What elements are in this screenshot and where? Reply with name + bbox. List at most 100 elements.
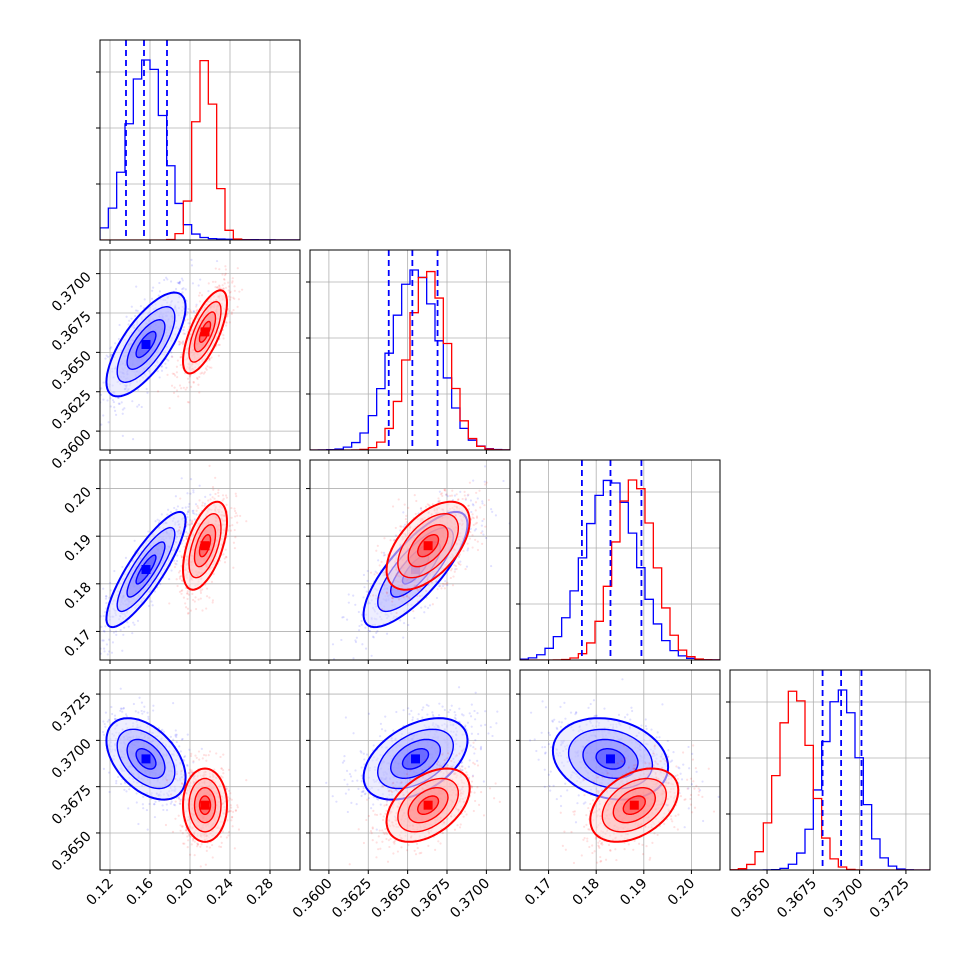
scatter-point [191,511,195,514]
scatter-point [214,492,217,496]
scatter-point [231,281,234,284]
scatter-point [104,711,108,714]
scatter-point [400,594,404,597]
scatter-point [224,268,227,271]
scatter-point [459,490,462,493]
scatter-point [471,513,474,516]
scatter-point [143,705,146,708]
scatter-point [490,564,493,568]
scatter-point [167,359,170,362]
scatter-point [107,421,110,424]
y-tick-label: 0.18 [61,579,94,612]
scatter-point [208,357,211,360]
scatter-point [197,284,200,287]
scatter-point [93,626,95,628]
scatter-point [228,298,232,301]
scatter-point [133,623,136,626]
scatter-point [405,514,408,517]
scatter-point [376,544,379,547]
scatter-point [158,376,161,379]
scatter-point [96,752,98,754]
scatter-point [166,513,169,516]
scatter-point [178,340,181,343]
scatter-point [184,506,187,509]
scatter-point [127,807,130,810]
scatter-point [438,490,441,493]
scatter-point [145,808,149,812]
scatter-point [444,580,447,583]
scatter-point [391,600,394,603]
scatter-point [206,365,209,368]
scatter-point [437,500,440,503]
scatter-point [135,285,138,288]
scatter-point [169,511,172,514]
scatter-point [472,479,475,482]
scatter-point [236,521,239,524]
scatter-point [150,600,153,603]
panel-frame [309,249,511,451]
scatter-point [179,574,183,578]
scatter-point [121,434,124,437]
scatter-point [360,613,364,616]
scatter-point [183,319,187,322]
panel-2-0: 0.170.180.190.20 [61,459,301,664]
scatter-point [103,722,106,726]
scatter-point [186,532,189,535]
scatter-point [331,643,335,646]
scatter-point [125,315,128,318]
scatter-point [122,707,125,710]
scatter-point [354,639,357,642]
scatter-point [454,568,457,571]
scatter-point [204,495,207,498]
scatter-point [375,631,378,634]
scatter-point [187,307,190,311]
scatter-point [178,550,181,553]
scatter-point [121,565,124,569]
scatter-point [192,489,195,492]
scatter-point [153,590,156,593]
scatter-point [193,600,196,603]
scatter-point [444,489,447,492]
scatter-point [354,603,357,606]
scatter-point [191,519,194,522]
scatter-point [180,564,183,568]
scatter-point [119,782,123,786]
scatter-point [106,653,109,656]
scatter-point [424,605,427,608]
scatter-point [160,513,163,516]
density-peak-1 [423,541,433,551]
scatter-point [180,554,183,557]
scatter-point [203,371,206,374]
scatter-point [377,596,380,599]
scatter-point [430,581,433,584]
scatter-point [119,707,123,710]
scatter-point [480,524,483,527]
scatter-point [110,705,113,709]
y-tick-label: 0.3700 [49,269,95,315]
scatter-point [91,770,93,772]
scatter-point [165,366,168,369]
scatter-point [208,464,211,467]
scatter-point [362,573,366,577]
scatter-point [170,569,173,572]
scatter-point [412,610,415,613]
panel-frame [99,459,301,661]
scatter-point [204,367,208,370]
scatter-point [402,511,405,514]
scatter-point [439,493,442,496]
scatter-point [170,351,173,354]
scatter-point [419,506,423,510]
scatter-point [457,562,461,565]
scatter-point [103,630,106,633]
scatter-point [399,619,402,622]
scatter-point [180,589,183,593]
scatter-point [225,556,228,559]
scatter-point [201,501,204,504]
scatter-point [233,528,236,532]
scatter-point [404,523,407,526]
scatter-point [223,274,227,277]
scatter-point [407,623,410,627]
scatter-point [407,506,410,509]
scatter-point [232,566,235,569]
scatter-point [109,347,112,350]
